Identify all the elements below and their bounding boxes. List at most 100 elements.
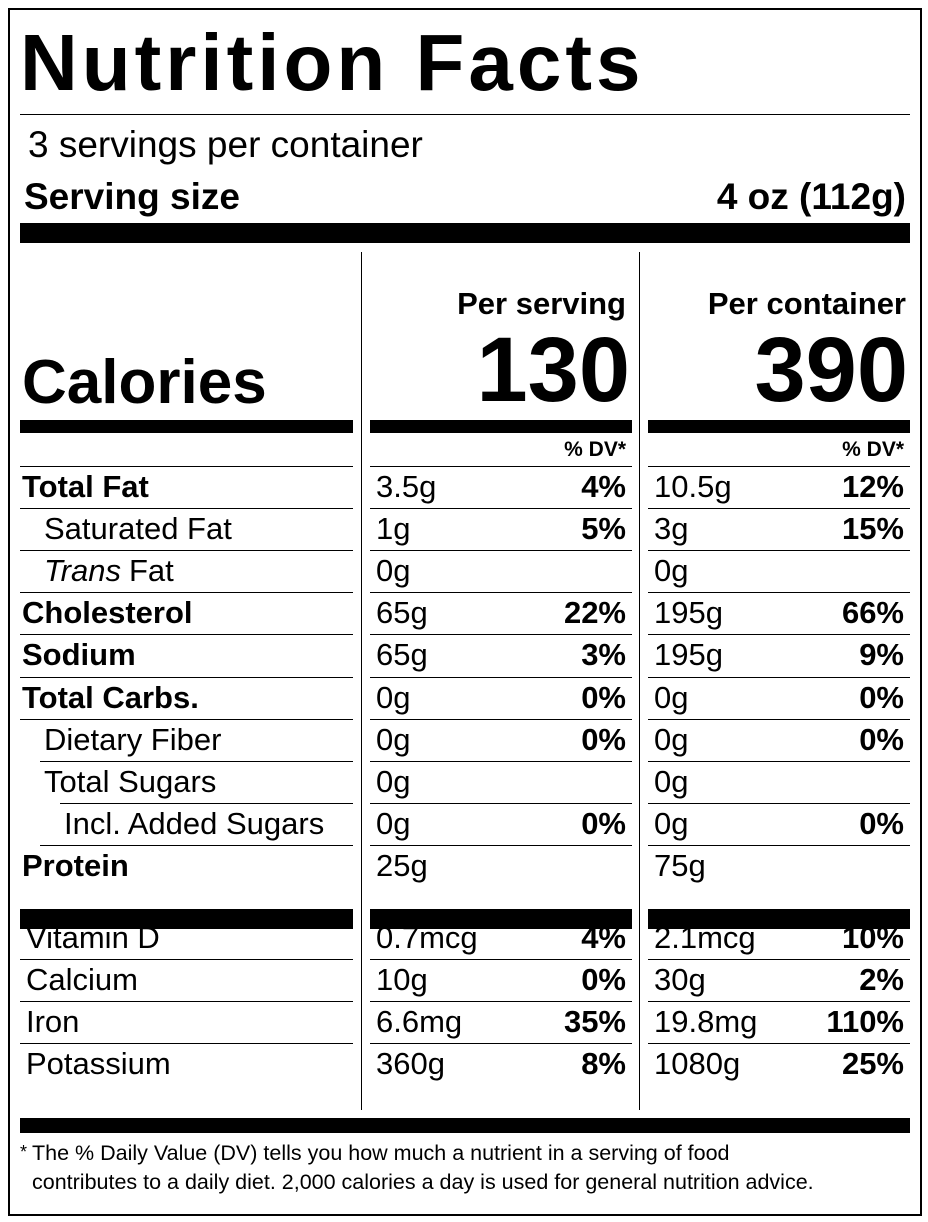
amount: 10g (376, 962, 428, 998)
amount: 0g (654, 763, 689, 799)
nutrient-name: Iron (26, 1001, 79, 1043)
daily-value: 15% (841, 511, 904, 547)
daily-value: 10% (841, 920, 904, 955)
per-container-calories: 390 (754, 319, 909, 421)
serving-size-value: 4 oz (112g) (716, 176, 906, 217)
rule (370, 1001, 632, 1003)
rule (648, 1001, 910, 1003)
nutrient-name: Total Carbs. (22, 677, 199, 719)
per-serving-label: Per serving (457, 286, 626, 321)
rule (20, 676, 353, 678)
amount: 0g (654, 679, 689, 715)
rule (648, 550, 910, 552)
amount: 1080g (654, 1046, 741, 1082)
rule (648, 959, 910, 961)
nutrient-name-italic: Trans (44, 553, 121, 589)
nutrient-name: Vitamin D (26, 917, 160, 959)
daily-value: 22% (563, 595, 626, 631)
daily-value: 25% (841, 1046, 904, 1082)
rule (648, 844, 910, 846)
rule (648, 802, 910, 804)
amount: 19.8mg (654, 1004, 758, 1040)
nutrient-name-text: Saturated Fat (44, 511, 232, 547)
rule (40, 844, 353, 846)
thick-bar (20, 909, 353, 929)
daily-value: 3% (581, 637, 626, 673)
amount: 0g (654, 805, 689, 841)
title: Nutrition Facts (20, 18, 645, 107)
nutrient-name: Total Sugars (44, 761, 216, 803)
amount: 65g (376, 595, 428, 631)
rule (370, 802, 632, 804)
nutrient-name-text: Protein (22, 847, 129, 883)
daily-value: 0% (859, 805, 904, 841)
dv-header: % DV* (842, 438, 904, 461)
nutrient-name-text: Iron (26, 1004, 80, 1040)
daily-value: 110% (826, 1004, 904, 1040)
rule (370, 676, 632, 678)
rule (648, 1043, 910, 1045)
amount: 75g (654, 847, 706, 883)
rule (370, 718, 632, 720)
rule (648, 508, 910, 510)
nutrient-name: Saturated Fat (44, 508, 232, 550)
daily-value: 0% (581, 721, 626, 757)
rule (648, 676, 910, 678)
amount: 195g (654, 637, 723, 673)
servings: 3 servings per container (28, 124, 423, 165)
daily-value: 0% (859, 721, 904, 757)
rule (648, 634, 910, 636)
amount: 1g (376, 511, 411, 547)
nutrient-name: Dietary Fiber (44, 719, 221, 761)
border (8, 8, 922, 1216)
per-container-label: Per container (707, 286, 906, 321)
amount: 0g (654, 553, 689, 589)
nutrient-name-text: Cholesterol (22, 595, 193, 631)
footnote-mark: * (20, 1142, 28, 1162)
daily-value: 66% (841, 595, 904, 631)
rule (648, 466, 910, 467)
daily-value: 9% (859, 637, 904, 673)
daily-value: 4% (581, 920, 626, 955)
rule (370, 844, 632, 846)
thick-bar (370, 909, 632, 929)
rule (370, 550, 632, 552)
rule (20, 466, 353, 467)
amount: 2.1mcg (654, 920, 756, 955)
rule (370, 959, 632, 961)
nutrient-name-text: Incl. Added Sugars (64, 805, 325, 841)
nutrient-name: Trans Fat (44, 550, 174, 592)
thick-bar (648, 420, 910, 433)
nutrient-name-text: Total Fat (22, 469, 149, 504)
rule (20, 508, 353, 510)
nutrient-name: Incl. Added Sugars (64, 803, 324, 845)
rule (648, 760, 910, 762)
thick-bar (648, 909, 910, 929)
nutrient-name: Total Fat (22, 466, 149, 508)
amount: 65g (376, 637, 428, 673)
thick-bar (20, 420, 353, 433)
amount: 0g (376, 721, 411, 757)
nutrient-name-text: Total Sugars (44, 763, 217, 799)
amount: 6.6mg (376, 1004, 463, 1040)
amount: 30g (654, 962, 706, 998)
thick-bar (370, 420, 632, 433)
rule (370, 508, 632, 510)
rule (20, 634, 353, 636)
nutrient-name-text: Fat (128, 553, 174, 589)
nutrient-name: Cholesterol (22, 592, 193, 634)
daily-value: 0% (581, 679, 626, 715)
rule (648, 718, 910, 720)
amount: 0g (376, 763, 411, 799)
column-divider (639, 252, 640, 1110)
daily-value: 0% (581, 805, 626, 841)
thick-bar (20, 223, 910, 243)
daily-value: 12% (841, 469, 904, 504)
amount: 0g (654, 721, 689, 757)
nutrient-name: Calcium (26, 959, 138, 1001)
thick-bar (20, 1118, 910, 1133)
amount: 360g (376, 1046, 445, 1082)
nutrient-name-text: Vitamin D (26, 920, 160, 955)
footnote-line: The % Daily Value (DV) tells you how muc… (32, 1141, 730, 1165)
nutrient-name-text: Sodium (22, 637, 136, 673)
